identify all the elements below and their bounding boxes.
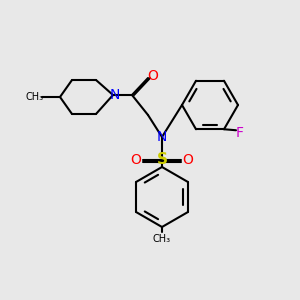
Text: F: F (236, 126, 244, 140)
Text: O: O (148, 69, 158, 83)
Text: N: N (110, 88, 120, 102)
Text: CH₃: CH₃ (26, 92, 44, 102)
Text: O: O (183, 153, 194, 167)
Text: CH₃: CH₃ (153, 234, 171, 244)
Text: O: O (130, 153, 141, 167)
Text: N: N (157, 130, 167, 144)
Text: S: S (157, 152, 167, 167)
